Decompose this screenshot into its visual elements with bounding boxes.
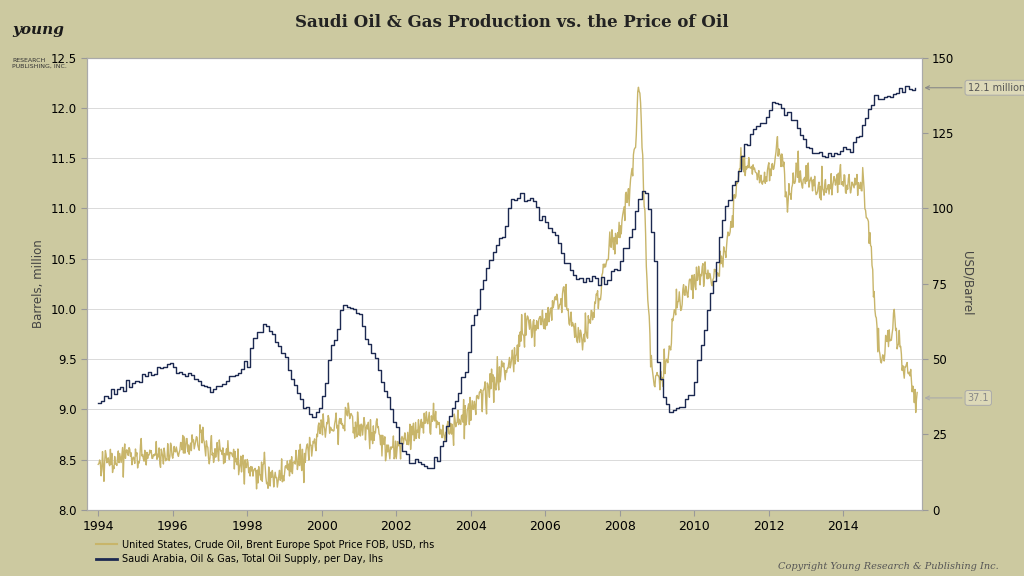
Y-axis label: Barrels, million: Barrels, million [32,239,45,328]
Text: young: young [12,23,65,37]
Y-axis label: USD/Barrel: USD/Barrel [961,252,974,316]
Text: Saudi Oil & Gas Production vs. the Price of Oil: Saudi Oil & Gas Production vs. the Price… [295,14,729,32]
Text: 12.1 million: 12.1 million [926,83,1024,93]
Text: Copyright Young Research & Publishing Inc.: Copyright Young Research & Publishing In… [777,562,998,571]
Legend: United States, Crude Oil, Brent Europe Spot Price FOB, USD, rhs, Saudi Arabia, O: United States, Crude Oil, Brent Europe S… [92,536,438,569]
Text: 37.1: 37.1 [926,393,989,403]
Text: RESEARCH
PUBLISHING, INC.: RESEARCH PUBLISHING, INC. [12,58,68,69]
